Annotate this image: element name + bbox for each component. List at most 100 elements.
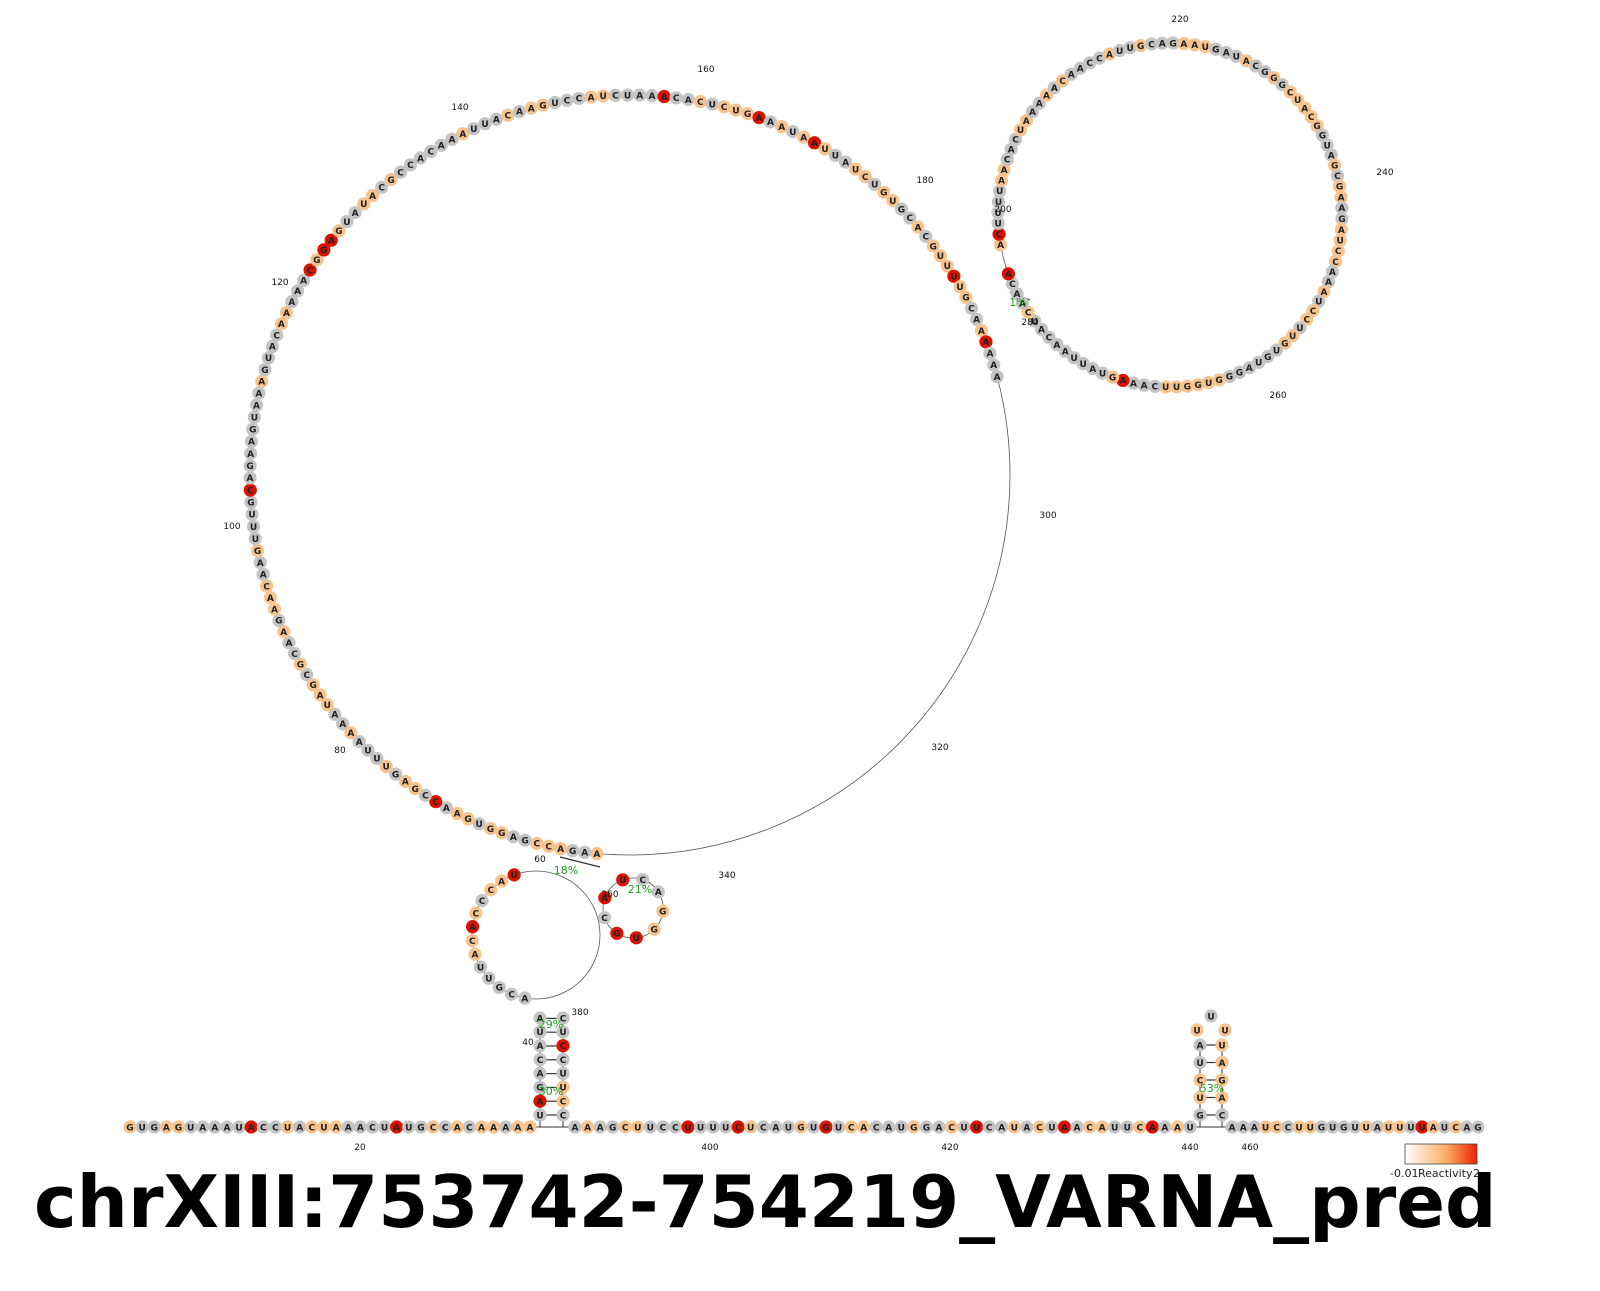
- svg-text:C: C: [848, 1123, 855, 1133]
- nucleotide: A: [1325, 265, 1339, 279]
- svg-text:C: C: [996, 230, 1003, 240]
- nucleotide: A: [970, 312, 984, 326]
- nucleotide: A: [533, 1011, 547, 1025]
- svg-text:G: G: [126, 1123, 133, 1133]
- nucleotide: U: [993, 184, 1007, 198]
- svg-text:G: G: [1319, 132, 1326, 142]
- svg-text:C: C: [560, 1111, 567, 1121]
- svg-text:A: A: [885, 1123, 892, 1133]
- svg-text:U: U: [747, 1123, 754, 1133]
- nucleotide: A: [983, 346, 997, 360]
- svg-text:A: A: [528, 104, 535, 114]
- nucleotide: U: [1348, 1120, 1362, 1134]
- svg-text:A: A: [1374, 1123, 1381, 1133]
- svg-text:G: G: [1226, 373, 1233, 383]
- svg-text:G: G: [392, 770, 399, 780]
- svg-text:U: U: [1273, 346, 1280, 356]
- svg-text:A: A: [1338, 204, 1345, 214]
- nucleotide: G: [483, 821, 498, 836]
- svg-text:U: U: [1116, 47, 1123, 57]
- svg-text:U: U: [235, 1123, 242, 1133]
- svg-text:A: A: [572, 1123, 579, 1133]
- svg-text:U: U: [1099, 370, 1106, 380]
- svg-text:C: C: [1310, 307, 1317, 317]
- svg-text:G: G: [387, 176, 394, 186]
- nucleotide: A: [911, 220, 925, 234]
- nucleotide: U: [1108, 1120, 1122, 1134]
- svg-text:A: A: [1174, 1123, 1181, 1133]
- svg-text:U: U: [1323, 141, 1330, 151]
- position-label: 160: [697, 65, 714, 75]
- svg-text:A: A: [510, 833, 517, 843]
- svg-text:U: U: [477, 963, 484, 973]
- svg-text:A: A: [1329, 268, 1336, 278]
- nucleotide: G: [246, 422, 260, 436]
- svg-text:A: A: [860, 1123, 867, 1133]
- nucleotide: A: [244, 446, 258, 461]
- nucleotide: C: [982, 1120, 996, 1134]
- svg-text:C: C: [1332, 258, 1339, 268]
- svg-text:G: G: [1340, 1123, 1347, 1133]
- svg-text:U: U: [634, 1123, 641, 1133]
- svg-text:A: A: [1338, 193, 1345, 203]
- svg-text:A: A: [333, 1123, 340, 1133]
- svg-text:A: A: [278, 320, 285, 330]
- nucleotide: C: [572, 91, 586, 106]
- svg-text:C: C: [1136, 1123, 1143, 1133]
- svg-text:A: A: [459, 130, 466, 140]
- svg-text:U: U: [633, 934, 640, 944]
- svg-text:U: U: [510, 871, 517, 881]
- svg-text:U: U: [364, 746, 371, 756]
- svg-text:U: U: [1233, 53, 1240, 63]
- nucleotide: C: [608, 88, 622, 102]
- svg-text:G: G: [1281, 339, 1288, 349]
- svg-text:U: U: [187, 1123, 194, 1133]
- svg-text:A: A: [454, 1123, 461, 1133]
- svg-text:A: A: [1099, 1123, 1106, 1133]
- svg-text:C: C: [873, 1123, 880, 1133]
- svg-text:U: U: [1294, 96, 1301, 106]
- svg-text:C: C: [303, 671, 310, 681]
- nucleotide: U: [848, 162, 863, 176]
- nucleotide: G: [610, 926, 624, 940]
- nucleotide: U: [1183, 1120, 1197, 1134]
- svg-text:U: U: [1218, 1041, 1225, 1051]
- nucleotide: U: [548, 95, 562, 110]
- svg-text:U: U: [960, 1123, 967, 1133]
- svg-text:A: A: [347, 729, 354, 739]
- svg-text:C: C: [272, 1123, 279, 1133]
- nucleotide: A: [1242, 361, 1256, 375]
- nucleotide: U: [1193, 1055, 1207, 1070]
- svg-text:C: C: [697, 98, 704, 108]
- svg-text:A: A: [288, 298, 295, 308]
- svg-text:A: A: [800, 133, 807, 143]
- svg-text:G: G: [930, 242, 937, 252]
- svg-text:G: G: [310, 681, 317, 691]
- nucleotide: A: [344, 726, 358, 740]
- nucleotide: G: [1332, 179, 1347, 193]
- svg-text:G: G: [609, 1123, 616, 1133]
- svg-text:U: U: [1193, 1026, 1200, 1036]
- svg-text:A: A: [248, 438, 255, 448]
- svg-text:U: U: [373, 755, 380, 765]
- nucleotide: U: [507, 868, 521, 882]
- nucleotide: U: [370, 751, 384, 766]
- svg-text:C: C: [469, 937, 476, 947]
- nucleotide: U: [1169, 380, 1184, 394]
- nucleotide: A: [554, 842, 568, 856]
- nucleotide: A: [499, 1120, 513, 1134]
- nucleotide: U: [1292, 1120, 1306, 1134]
- nucleotide: C: [484, 883, 498, 897]
- svg-text:A: A: [1141, 381, 1148, 391]
- nucleotide: C: [429, 795, 443, 809]
- svg-text:A: A: [255, 390, 262, 400]
- nucleotide: A: [450, 806, 464, 821]
- nucleotide: U: [317, 1120, 331, 1134]
- nucleotide: A: [533, 1094, 547, 1108]
- nucleotide: U: [744, 1120, 758, 1134]
- svg-text:G: G: [498, 829, 505, 839]
- svg-text:A: A: [1043, 92, 1050, 102]
- svg-text:C: C: [564, 97, 571, 107]
- nucleotide: U: [248, 531, 262, 546]
- svg-text:A: A: [636, 91, 643, 101]
